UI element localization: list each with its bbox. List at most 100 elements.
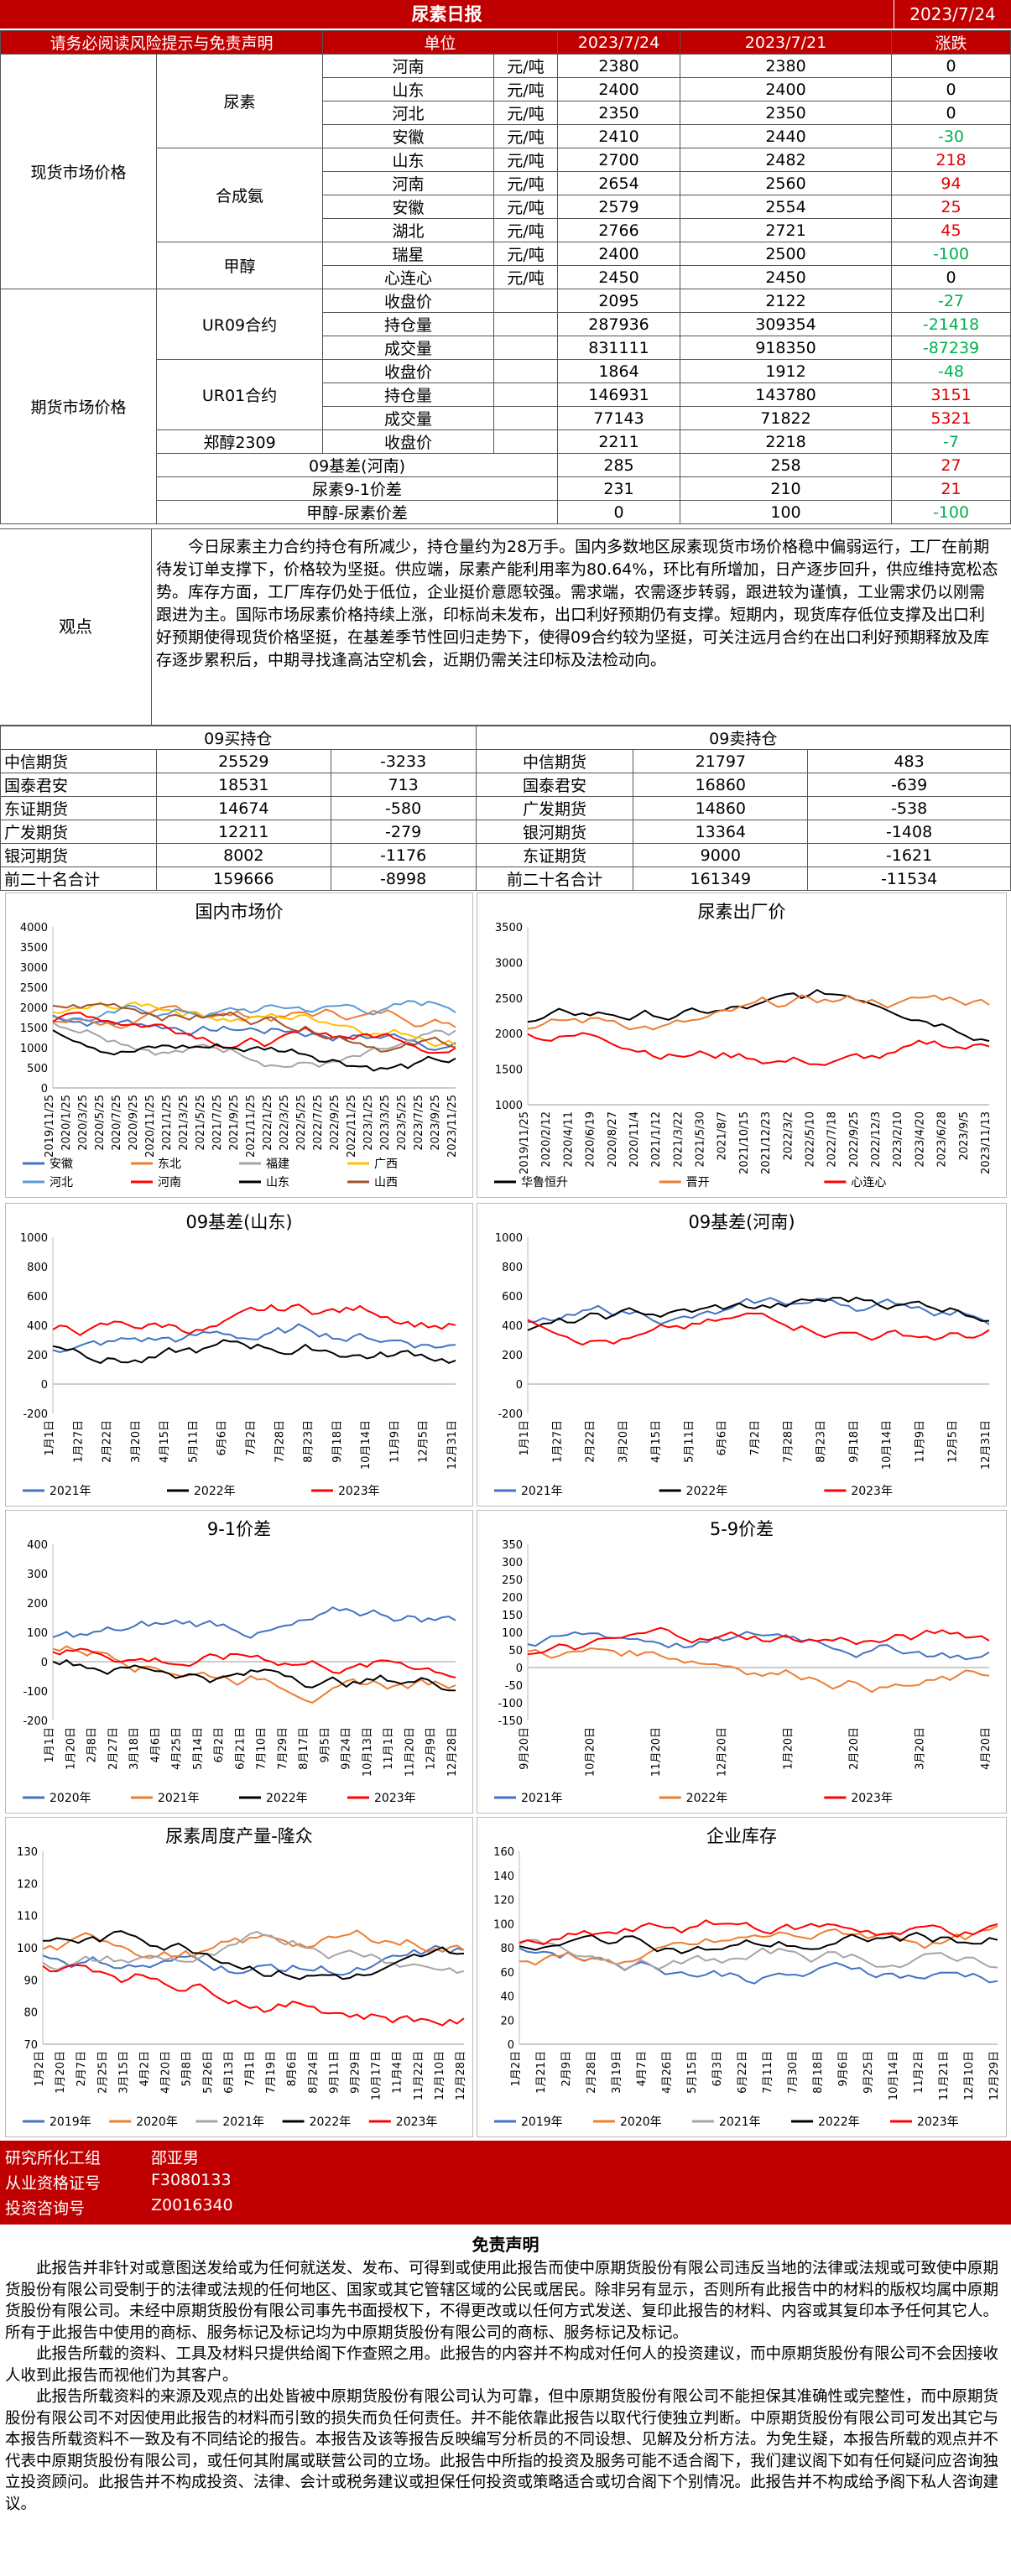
row-unit	[493, 429, 558, 454]
x-tick-label: 2020/7/25	[111, 1095, 123, 1151]
y-tick-label: 300	[502, 1557, 523, 1569]
x-tick-label: 12月20日	[717, 1727, 729, 1777]
legend-label: 2019年	[50, 2115, 91, 2129]
table-row: 河南 元/吨 2654 2560 94	[1, 171, 1011, 195]
y-tick-label: 800	[502, 1262, 523, 1274]
x-tick-label: 2023/1/25	[362, 1095, 375, 1151]
x-tick-label: 2021/8/7	[717, 1111, 729, 1160]
chart-title: 企业库存	[706, 1826, 777, 1846]
x-tick-label: 2022/9/25	[329, 1095, 341, 1151]
sell-holdings-title: 09卖持仓	[475, 726, 1011, 750]
x-tick-label: 7月2日	[245, 1420, 258, 1456]
x-tick-label: 8月6日	[286, 2051, 299, 2087]
legend-label: 2023年	[396, 2115, 438, 2129]
row-change: -7	[891, 429, 1011, 454]
legend-label: 2021年	[719, 2115, 761, 2129]
buy-change: -279	[330, 820, 477, 844]
row-value-b: 210	[680, 476, 892, 501]
row-unit: 元/吨	[493, 77, 558, 101]
advisory-label: 投资咨询号	[5, 2199, 86, 2218]
x-tick-label: 2022/1/25	[262, 1095, 274, 1151]
x-tick-label: 10月13日	[362, 1727, 374, 1777]
row-value-b: 2450	[680, 265, 892, 289]
series-line	[527, 1626, 990, 1656]
license-number: F3080133	[151, 2171, 232, 2189]
table-row: UR01合约 收盘价 1864 1912 -48	[1, 359, 1011, 430]
chart-inventory: 企业库存 0 20 40 60 80 100 120 140 160 1月2日 1月21日 2月9日 2月…	[477, 1817, 1007, 2137]
y-tick-label: 0	[41, 1083, 48, 1095]
x-tick-label: 10月14日	[881, 1420, 894, 1470]
x-tick-label: 12月29日	[988, 2051, 1001, 2100]
series-line	[527, 994, 990, 1031]
chart-basis-shandong: 09基差(山东) -200 0 200 400 600 800 1000 1月1日 1月27日 2月…	[5, 1203, 473, 1507]
x-tick-label: 2021/11/25	[245, 1095, 258, 1158]
row-name: 成交量	[322, 336, 494, 360]
chart-svg: 70 80 90 100 110 120 130 1月2日 1月20日 2月7日 2月25日 3月15…	[17, 1846, 467, 2129]
row-value-a: 285	[557, 453, 680, 477]
row-change: 5321	[891, 406, 1011, 430]
sell-change: 483	[807, 749, 1011, 773]
row-value-a: 2654	[557, 171, 680, 195]
legend-label: 山西	[374, 1176, 398, 1189]
sell-change: -1621	[807, 843, 1011, 867]
x-tick-label: 2020/6/19	[585, 1111, 597, 1168]
x-tick-label: 2021/9/25	[228, 1095, 241, 1151]
row-value-b: 71822	[680, 406, 892, 430]
y-tick-label: 3500	[495, 922, 523, 934]
x-tick-label: 11月21日	[938, 2051, 951, 2100]
holdings-header-row: 09买持仓 09卖持仓	[0, 726, 1011, 750]
x-tick-label: 2020/1/25	[60, 1095, 73, 1151]
row-value-b: 143780	[680, 382, 892, 407]
x-tick-label: 12月31日	[446, 1420, 459, 1470]
x-tick-label: 6月21日	[234, 1727, 247, 1770]
x-tick-label: 2019/11/25	[519, 1111, 531, 1174]
table-row: 安徽 元/吨 2579 2554 25	[1, 195, 1011, 219]
row-name: 瑞星	[322, 242, 494, 266]
legend-label: 2023年	[338, 1485, 380, 1498]
x-tick-label: 9月18日	[848, 1420, 861, 1463]
legend-label: 安徽	[50, 1158, 73, 1171]
x-tick-label: 6月6日	[717, 1420, 729, 1456]
x-tick-label: 1月1日	[44, 1727, 56, 1763]
x-tick-label: 2020/4/11	[562, 1111, 575, 1168]
broker-name: 前二十名合计	[0, 866, 157, 891]
broker-name: 前二十名合计	[475, 866, 634, 891]
y-tick-label: 500	[27, 1063, 48, 1075]
x-tick-label: 2022/12/3	[870, 1111, 883, 1168]
row-change: -100	[891, 500, 1011, 524]
x-tick-label: 10月20日	[585, 1727, 597, 1777]
y-tick-label: 1500	[20, 1023, 48, 1035]
sell-change: -639	[807, 773, 1011, 797]
row-value-b: 309354	[680, 312, 892, 336]
row-unit	[493, 382, 558, 407]
report-date: 2023/7/24	[894, 0, 1011, 29]
broker-name: 广发期货	[475, 796, 634, 820]
table-row: 持仓量 287936 309354 -21418	[1, 312, 1011, 336]
holdings-row: 前二十名合计 159666 -8998 前二十名合计 161349 -11534	[0, 866, 1011, 891]
series-line	[527, 1032, 990, 1066]
series-line	[52, 1323, 456, 1354]
row-value-a: 231	[557, 476, 680, 501]
row-name: 甲醇-尿素价差	[156, 500, 558, 524]
x-tick-label: 10月14日	[360, 1420, 373, 1470]
x-tick-label: 2023/9/25	[430, 1095, 442, 1151]
row-unit	[493, 312, 558, 336]
y-tick-label: 120	[17, 1878, 38, 1891]
legend-label: 河南	[158, 1176, 181, 1189]
row-unit: 元/吨	[493, 124, 558, 148]
x-tick-label: 4月25日	[171, 1727, 184, 1770]
x-tick-label: 11月2日	[913, 2051, 925, 2094]
y-tick-label: 2500	[495, 993, 523, 1006]
row-unit: 元/吨	[493, 195, 558, 219]
y-tick-label: 0	[41, 1657, 48, 1669]
disclaimer-paragraph: 此报告并非针对或意图送发给或为任何就送发、发布、可得到或使用此报告而使中原期货股…	[5, 2260, 999, 2342]
buy-holdings-title: 09买持仓	[0, 726, 477, 750]
y-tick-label: 80	[23, 2007, 38, 2020]
x-tick-label: 2022/5/25	[295, 1095, 308, 1151]
row-name: 持仓量	[322, 312, 494, 336]
chart-basis-henan: 09基差(河南) -200 0 200 400 600 800 1000 1月1日 1月27日 2月…	[477, 1203, 1007, 1507]
x-tick-label: 2021/1/12	[650, 1111, 663, 1168]
legend-label: 2021年	[50, 1485, 91, 1498]
y-tick-label: 200	[502, 1350, 523, 1362]
table-row: 河北 元/吨 2350 2350 0	[1, 101, 1011, 125]
